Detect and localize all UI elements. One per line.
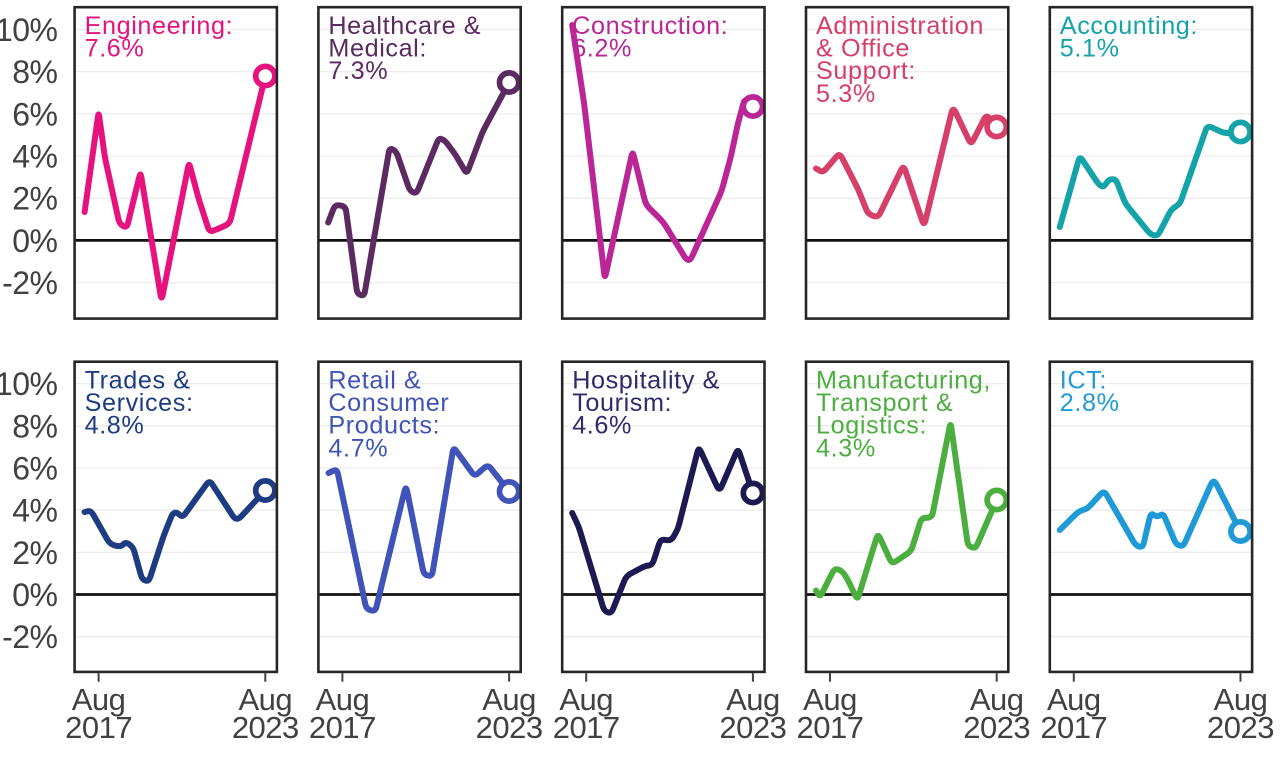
svg-text:Manufacturing,: Manufacturing, — [816, 367, 991, 395]
svg-text:4.7%: 4.7% — [328, 434, 388, 462]
svg-text:-2%: -2% — [2, 265, 57, 301]
svg-text:Trades &: Trades & — [85, 367, 191, 395]
svg-text:Medical:: Medical: — [328, 35, 427, 63]
svg-text:Administration: Administration — [816, 12, 984, 40]
svg-text:ICT:: ICT: — [1060, 367, 1107, 395]
svg-text:Aug: Aug — [803, 682, 857, 717]
svg-text:2017: 2017 — [1040, 710, 1107, 745]
svg-text:8%: 8% — [12, 408, 57, 444]
svg-text:2%: 2% — [12, 181, 57, 217]
svg-text:Support:: Support: — [816, 57, 916, 85]
svg-text:& Office: & Office — [816, 35, 910, 63]
svg-text:7.6%: 7.6% — [85, 35, 145, 63]
svg-text:Hospitality &: Hospitality & — [572, 367, 720, 395]
svg-text:10%: 10% — [0, 12, 58, 48]
svg-text:Aug: Aug — [559, 682, 613, 717]
svg-text:0%: 0% — [12, 223, 57, 259]
svg-text:Aug: Aug — [482, 682, 536, 717]
svg-text:Logistics:: Logistics: — [816, 412, 927, 440]
svg-text:4%: 4% — [12, 139, 57, 175]
svg-text:5.1%: 5.1% — [1060, 35, 1120, 63]
svg-text:2023: 2023 — [963, 710, 1030, 745]
svg-text:4%: 4% — [12, 493, 57, 529]
svg-text:6%: 6% — [12, 451, 57, 487]
svg-text:2023: 2023 — [719, 710, 786, 745]
svg-text:2017: 2017 — [553, 710, 620, 745]
svg-text:Transport &: Transport & — [816, 389, 953, 417]
svg-text:Aug: Aug — [1047, 682, 1101, 717]
svg-text:0%: 0% — [12, 577, 57, 613]
svg-text:Products:: Products: — [328, 412, 440, 440]
svg-text:2.8%: 2.8% — [1060, 389, 1120, 417]
svg-text:2023: 2023 — [476, 710, 543, 745]
svg-text:2017: 2017 — [309, 710, 376, 745]
svg-text:4.8%: 4.8% — [85, 412, 145, 440]
svg-text:6%: 6% — [12, 96, 57, 132]
svg-text:4.6%: 4.6% — [572, 412, 632, 440]
svg-text:Aug: Aug — [316, 682, 370, 717]
svg-text:Aug: Aug — [970, 682, 1024, 717]
svg-text:Construction:: Construction: — [572, 12, 728, 40]
svg-text:Services:: Services: — [85, 389, 194, 417]
svg-text:Consumer: Consumer — [328, 389, 449, 417]
svg-text:10%: 10% — [0, 366, 58, 402]
svg-text:-2%: -2% — [2, 619, 57, 655]
svg-text:Aug: Aug — [726, 682, 780, 717]
svg-text:8%: 8% — [12, 54, 57, 90]
svg-text:4.3%: 4.3% — [816, 434, 876, 462]
svg-text:Accounting:: Accounting: — [1060, 12, 1198, 40]
svg-text:Aug: Aug — [238, 682, 292, 717]
svg-text:Tourism:: Tourism: — [572, 389, 672, 417]
svg-text:6.2%: 6.2% — [572, 35, 632, 63]
svg-text:Healthcare &: Healthcare & — [328, 12, 481, 40]
svg-text:2%: 2% — [12, 535, 57, 571]
svg-text:Aug: Aug — [72, 682, 126, 717]
svg-text:Retail &: Retail & — [328, 367, 421, 395]
svg-text:2017: 2017 — [65, 710, 132, 745]
svg-text:Engineering:: Engineering: — [85, 12, 234, 40]
svg-text:5.3%: 5.3% — [816, 80, 876, 108]
svg-text:2017: 2017 — [797, 710, 864, 745]
svg-text:7.3%: 7.3% — [328, 57, 388, 85]
svg-text:2023: 2023 — [1207, 710, 1274, 745]
svg-text:Aug: Aug — [1214, 682, 1268, 717]
svg-text:2023: 2023 — [232, 710, 299, 745]
